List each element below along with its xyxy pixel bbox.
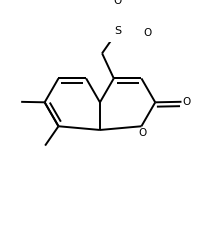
Text: O: O: [138, 128, 146, 138]
Text: O: O: [143, 28, 151, 38]
Text: O: O: [183, 97, 191, 107]
Text: S: S: [114, 26, 121, 36]
Text: O: O: [114, 0, 122, 6]
